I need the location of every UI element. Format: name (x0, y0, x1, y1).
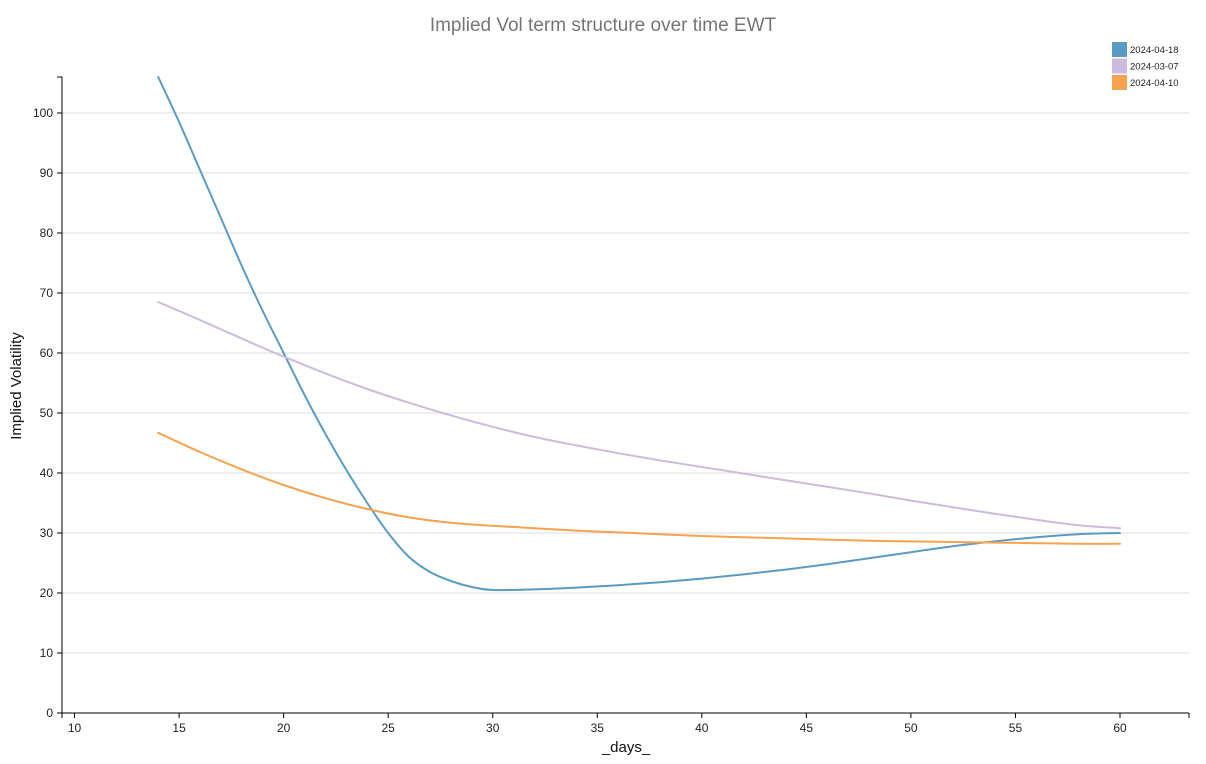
x-tick-label: 55 (1009, 721, 1023, 735)
x-tick-label: 15 (172, 721, 186, 735)
x-axis-title: _days_ (601, 739, 651, 756)
x-tick-label: 30 (486, 721, 500, 735)
legend-swatch (1112, 42, 1127, 57)
x-tick-label: 20 (277, 721, 291, 735)
chart-title: Implied Vol term structure over time EWT (429, 15, 777, 36)
y-tick-label: 70 (40, 286, 54, 300)
y-tick-label: 50 (40, 406, 54, 420)
y-tick-label: 100 (33, 106, 53, 120)
series-line-1 (157, 76, 1121, 592)
x-tick-label: 60 (1113, 721, 1127, 735)
x-tick-label: 50 (904, 721, 918, 735)
x-tick-label: 45 (800, 721, 814, 735)
legend-label: 2024-04-18 (1130, 45, 1179, 56)
y-tick-label: 30 (40, 526, 54, 540)
legend-swatch (1112, 58, 1127, 74)
y-axis-title: Implied Volatility (8, 332, 25, 440)
y-tick-label: 20 (40, 586, 54, 600)
y-tick-label: 0 (46, 706, 53, 720)
series-layer (157, 76, 1121, 592)
series-line-2 (157, 301, 1121, 530)
axes-layer: 0 10 20 30 40 50 60 70 80 90 100 10 15 20 25 30 35 40 45 50… (33, 76, 1190, 735)
series-line-3 (157, 431, 1121, 545)
legend-label: 2024-04-10 (1130, 78, 1179, 89)
x-tick-label: 10 (68, 721, 82, 735)
x-tick-label: 40 (695, 721, 709, 735)
x-tick-label: 25 (382, 721, 396, 735)
y-tick-label: 10 (40, 646, 54, 660)
legend-swatch (1112, 75, 1127, 90)
y-tick-label: 90 (40, 166, 54, 180)
y-tick-label: 40 (40, 466, 54, 480)
legend-label: 2024-03-07 (1130, 62, 1179, 73)
y-tick-label: 60 (40, 346, 54, 360)
grid-layer (62, 112, 1189, 654)
y-tick-label: 80 (40, 226, 54, 240)
legend: 2024-04-18 2024-03-07 2024-04-10 (1112, 42, 1179, 90)
x-tick-label: 35 (591, 721, 605, 735)
